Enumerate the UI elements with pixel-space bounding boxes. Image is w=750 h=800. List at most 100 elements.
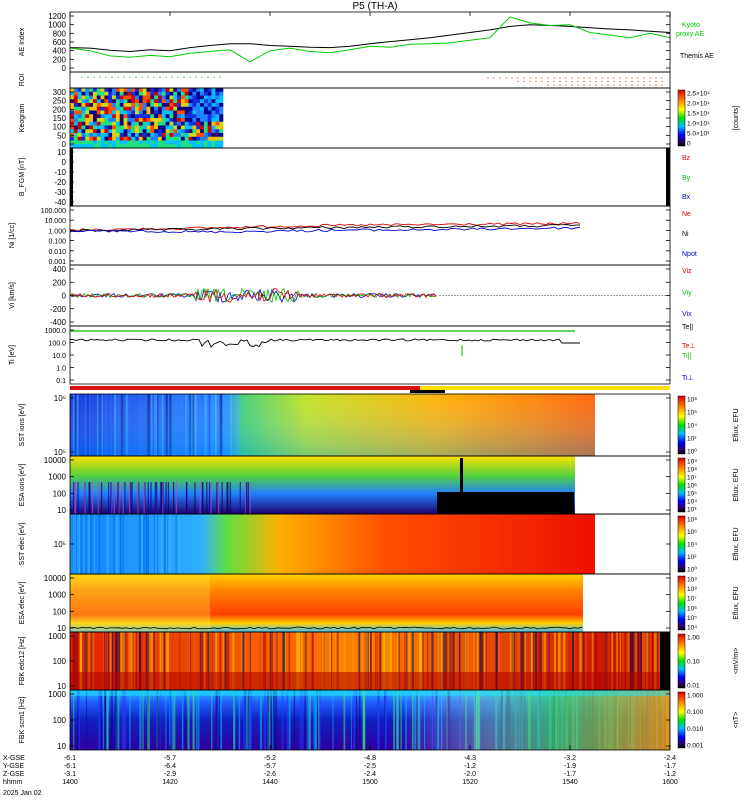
roi-dot <box>129 76 131 78</box>
keogram-cell <box>154 88 159 93</box>
keogram-cell <box>100 99 105 104</box>
mode-bar-red <box>70 386 420 390</box>
fbk-e-stripe <box>203 632 206 690</box>
keogram-cell <box>77 133 82 138</box>
roi-dot <box>655 84 657 86</box>
keogram-cell <box>119 91 124 96</box>
fbk-e-stripe <box>103 632 105 690</box>
fbk-e-stripe <box>554 632 557 690</box>
bfgm-ytick: -40 <box>54 198 66 207</box>
keogram-cell <box>161 133 166 138</box>
ni-ytick: 0.001 <box>48 259 66 266</box>
keogram-cell <box>161 125 166 130</box>
keogram-cell <box>146 133 151 138</box>
roi-dot <box>135 76 137 78</box>
roi-dot <box>583 77 585 79</box>
sst-elec-stripe <box>129 514 131 574</box>
keogram-cell <box>119 129 124 134</box>
fbk-e-stripe <box>115 632 118 690</box>
vi-dot <box>556 295 558 296</box>
esa-elec-trace <box>69 626 583 630</box>
fbk-e-stripe <box>230 632 233 690</box>
esa-ion-stripe <box>91 482 94 514</box>
fbk-e-stripe <box>224 632 227 690</box>
fbk-e-stripe <box>271 632 274 690</box>
esa-ion-block <box>437 492 574 514</box>
keogram-cell <box>89 88 94 93</box>
keogram-cell <box>131 91 136 96</box>
keogram-cell <box>112 106 117 111</box>
keogram-cell <box>73 129 78 134</box>
keogram-cell <box>138 118 143 123</box>
keogram-cell <box>104 121 109 126</box>
fbk-e-stripe <box>166 632 169 690</box>
fbk-e-stripe <box>615 632 619 690</box>
keogram-cell <box>196 114 201 119</box>
keogram-cell <box>92 106 98 111</box>
keogram-cell <box>96 95 101 100</box>
esa-ion-stripe <box>117 482 119 514</box>
ti-frame <box>69 325 671 385</box>
fbk-b-ytick: 100 <box>53 716 67 725</box>
keogram-cell <box>85 106 90 111</box>
keogram-cell <box>81 99 86 104</box>
roi-dot <box>655 77 657 79</box>
keogram-cell <box>104 106 109 111</box>
fbk-e-stripe <box>117 632 121 690</box>
keogram-cell <box>115 144 121 149</box>
roi-dot <box>661 80 663 83</box>
fbk-e-stripe <box>373 632 375 690</box>
keogram-cell <box>100 103 105 108</box>
keogram-cell <box>161 103 166 108</box>
vi-dot <box>607 295 609 296</box>
vi-dot <box>649 295 651 296</box>
vi-dot <box>514 295 516 296</box>
roi-dot <box>165 76 167 78</box>
keogram-cell <box>192 133 197 138</box>
keogram-cell <box>173 136 178 141</box>
keogram-cell <box>196 110 201 115</box>
roi-dot <box>655 80 657 83</box>
keogram-cell <box>177 129 182 134</box>
keogram-cell <box>184 99 189 104</box>
keogram-cell <box>89 114 94 119</box>
keogram-cell <box>184 110 189 115</box>
keogram-cell <box>85 133 90 138</box>
ni-ytick: 1.000 <box>48 228 66 235</box>
keogram-cell <box>165 129 170 134</box>
esa-ion-stripe <box>108 482 110 514</box>
keogram-cell <box>150 106 155 111</box>
fbk-e-stripe <box>219 632 222 690</box>
keogram-cell <box>150 144 155 149</box>
keogram-cell <box>192 136 197 141</box>
roi-dot <box>517 80 519 83</box>
bfgm-legend-by: By <box>682 175 691 182</box>
keogram-cell <box>77 106 82 111</box>
keogram-cell <box>112 110 117 115</box>
keogram-cell <box>70 91 75 96</box>
keogram-cell <box>154 103 159 108</box>
keogram-cell <box>165 106 170 111</box>
fbk-e-stripe <box>542 632 545 690</box>
keogram-cell <box>200 99 205 104</box>
keogram-cell <box>161 88 166 93</box>
fbk-e-stripe <box>517 632 520 690</box>
keogram-cell <box>177 136 182 141</box>
ae-ytick: 1200 <box>48 12 66 21</box>
roi-dot <box>583 80 585 83</box>
roi-dot <box>183 76 185 78</box>
fbk-b-right <box>70 690 670 750</box>
keogram-cell <box>112 121 117 126</box>
roi-dot <box>595 84 597 86</box>
fbk-e-stripe <box>88 632 90 690</box>
fbk-e-stripe <box>442 632 445 690</box>
esa-ion-stripe <box>172 482 175 514</box>
vi-ytick: 200 <box>53 278 67 287</box>
sst-elec-stripe <box>147 514 149 574</box>
keogram-cell <box>138 88 143 93</box>
sst-ion-colorbar-label: 10⁸ <box>687 397 697 404</box>
keogram-cell <box>112 129 117 134</box>
keogram-cell <box>96 136 101 141</box>
keogram-cell <box>127 140 132 145</box>
vi-dot <box>541 295 543 296</box>
